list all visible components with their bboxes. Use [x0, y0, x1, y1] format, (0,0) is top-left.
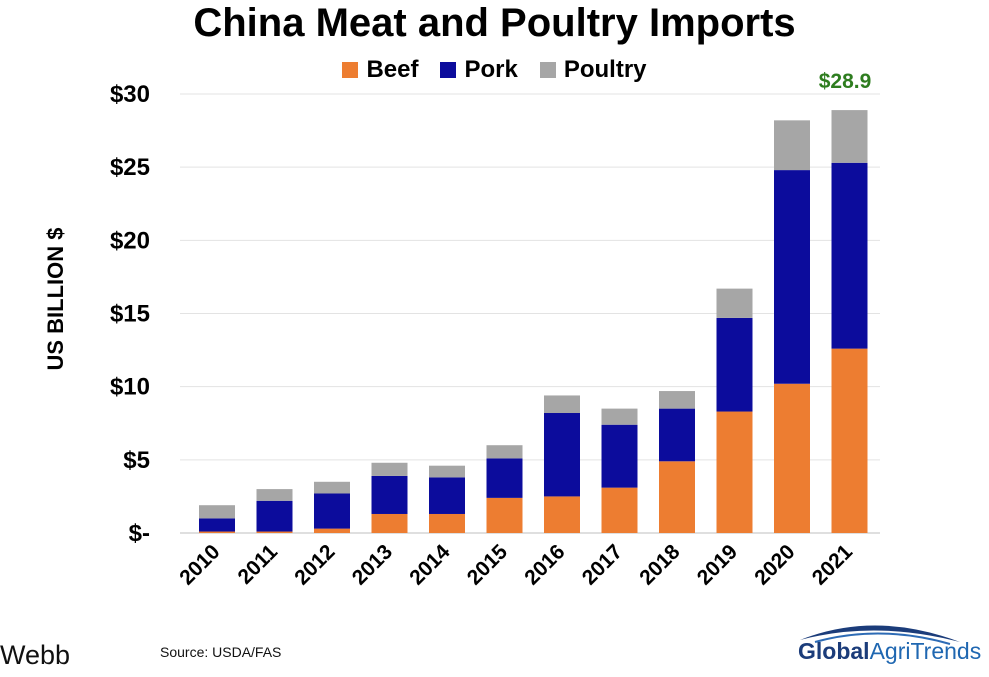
bar-beef-2016: [544, 496, 580, 533]
bar-beef-2013: [371, 513, 408, 533]
bar-poultry-2021: [831, 110, 868, 163]
x-tick-label: 2016: [520, 540, 569, 589]
x-tick-label: 2013: [348, 540, 397, 589]
bar-poultry-2015: [486, 445, 523, 459]
y-tick-label: $10: [110, 374, 150, 401]
bar-poultry-2014: [429, 465, 465, 478]
legend-item-beef: Beef: [342, 56, 418, 84]
bar-pork-2016: [544, 413, 580, 497]
x-tick-label: 2018: [635, 540, 685, 590]
x-tick-label: 2021: [808, 540, 858, 590]
legend-swatch-pork: [440, 62, 457, 78]
chart-title: China Meat and Poultry Imports: [193, 1, 796, 45]
x-tick-label: 2019: [693, 540, 742, 589]
bar-poultry-2011: [256, 489, 293, 501]
bar-beef-2014: [429, 513, 465, 533]
legend-label-pork: Pork: [464, 56, 518, 83]
logo-swoosh-icon: [800, 625, 960, 645]
bar-poultry-2016: [544, 395, 580, 414]
bar-beef-2011: [256, 531, 293, 533]
bar-pork-2018: [659, 408, 695, 462]
bar-pork-2014: [429, 477, 465, 514]
logo-text-regular: AgriTrends: [869, 638, 982, 664]
legend-item-poultry: Poultry: [539, 56, 647, 84]
bar-pork-2019: [716, 317, 753, 412]
x-tick-label: 2011: [234, 540, 283, 589]
x-tick-label: 2014: [405, 540, 455, 590]
bar-beef-2010: [199, 531, 235, 533]
chart-legend: Beef Pork Poultry: [0, 55, 989, 85]
x-tick-label: 2020: [750, 540, 799, 589]
bar-poultry-2019: [716, 288, 753, 318]
y-tick-label: $20: [110, 227, 150, 254]
x-tick-label: 2015: [463, 540, 513, 590]
bar-poultry-2017: [601, 408, 638, 425]
bar-poultry-2012: [314, 481, 350, 494]
bar-pork-2017: [601, 424, 638, 488]
bar-beef-2012: [314, 528, 350, 533]
source-note: Source: USDA/FAS: [160, 644, 282, 660]
legend-label-beef: Beef: [366, 56, 419, 83]
legend-swatch-poultry: [539, 62, 556, 78]
bar-poultry-2020: [774, 120, 810, 171]
bar-pork-2015: [486, 458, 523, 498]
legend-label-poultry: Poultry: [563, 56, 647, 83]
bar-pork-2020: [774, 170, 810, 384]
total-2021-annotation: $28.9: [818, 70, 872, 93]
y-tick-label: $25: [110, 154, 150, 181]
bar-pork-2013: [371, 475, 408, 514]
bar-pork-2012: [314, 493, 350, 529]
bar-pork-2021: [831, 162, 868, 349]
bar-beef-2019: [716, 411, 753, 533]
x-tick-label: 2010: [175, 540, 224, 589]
bar-beef-2017: [601, 487, 638, 533]
author-name-fragment: Webb: [0, 640, 71, 670]
x-tick-label: 2017: [578, 540, 627, 589]
x-tick-label: 2012: [290, 540, 339, 589]
y-tick-label: $5: [123, 447, 150, 474]
y-tick-label: $15: [110, 301, 150, 328]
y-tick-label: $-: [129, 520, 150, 547]
bar-poultry-2018: [659, 391, 695, 409]
bar-beef-2021: [831, 348, 868, 533]
bar-pork-2011: [256, 500, 293, 532]
bar-beef-2015: [486, 497, 523, 533]
legend-item-pork: Pork: [440, 56, 518, 84]
bar-beef-2020: [774, 383, 810, 533]
y-tick-label: $30: [110, 81, 150, 108]
bar-poultry-2010: [199, 505, 235, 519]
global-agritrends-logo: GlobalAgriTrends: [760, 612, 985, 672]
legend-swatch-beef: [342, 62, 359, 78]
bar-poultry-2013: [371, 462, 408, 476]
bar-beef-2018: [659, 461, 695, 533]
logo-text-bold: Global: [798, 638, 870, 664]
bar-pork-2010: [199, 518, 235, 532]
